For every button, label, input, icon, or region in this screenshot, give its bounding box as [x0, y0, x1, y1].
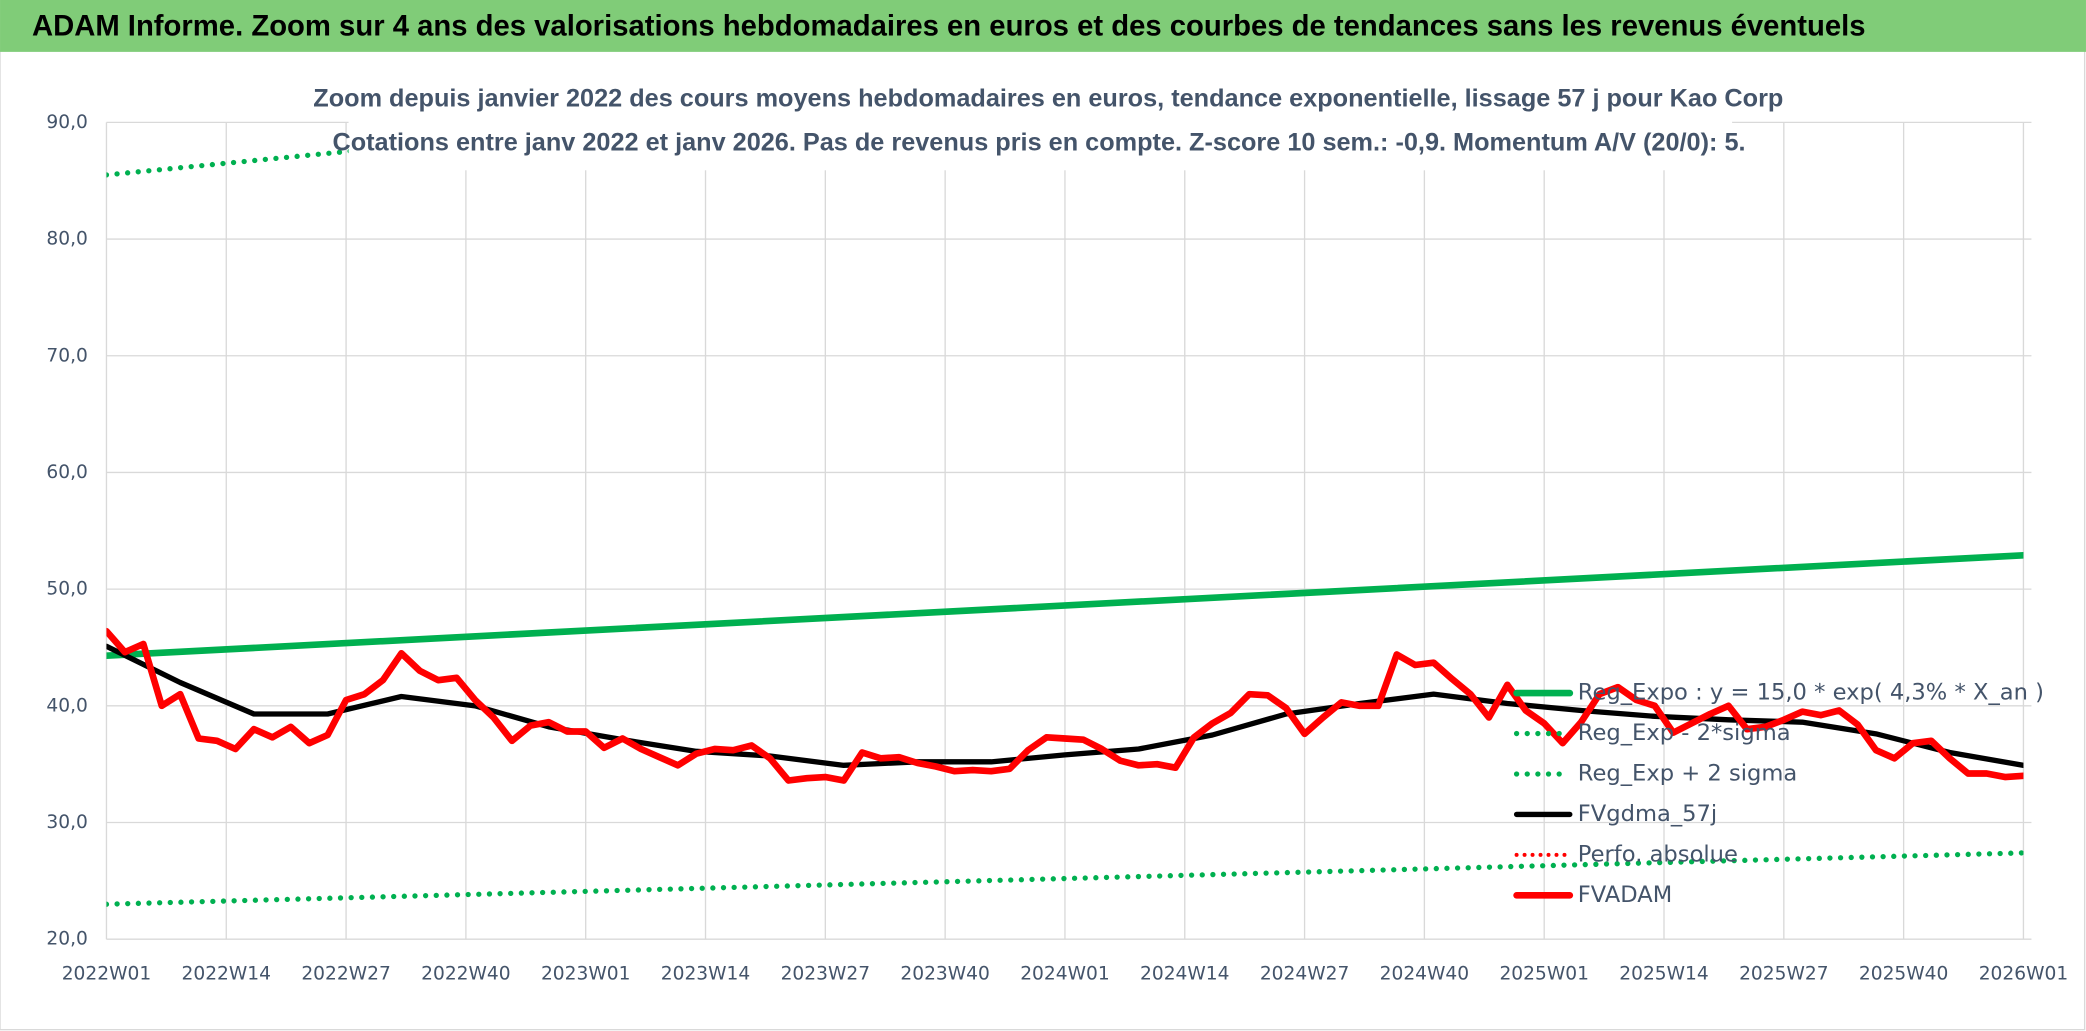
y-tick-label: 70,0 — [46, 345, 87, 366]
header-title: ADAM Informe. Zoom sur 4 ans des valoris… — [32, 11, 1866, 43]
x-tick-label: 2023W14 — [661, 963, 750, 984]
chart-subtitle: Cotations entre janv 2022 et janv 2026. … — [332, 128, 1745, 156]
x-tick-label: 2025W40 — [1859, 963, 1948, 984]
x-tick-label: 2025W27 — [1739, 963, 1828, 984]
legend-label: Perfo. absolue — [1578, 841, 1738, 867]
series-line — [106, 551, 2024, 659]
y-tick-label: 50,0 — [46, 579, 87, 600]
title-background — [348, 77, 1733, 171]
y-tick-label: 80,0 — [46, 229, 87, 250]
x-tick-label: 2022W14 — [182, 963, 271, 984]
x-tick-label: 2022W01 — [62, 963, 151, 984]
y-tick-label: 40,0 — [46, 695, 87, 716]
y-tick-label: 20,0 — [46, 929, 87, 950]
legend-label: FVADAM — [1578, 882, 1672, 908]
x-tick-label: 2024W01 — [1020, 963, 1109, 984]
y-tick-label: 60,0 — [46, 462, 87, 483]
x-tick-label: 2024W14 — [1140, 963, 1229, 984]
x-tick-label: 2025W14 — [1619, 963, 1708, 984]
legend-label: FVgdma_57j — [1578, 801, 1717, 827]
series-line — [106, 850, 2024, 907]
x-tick-label: 2023W01 — [541, 963, 630, 984]
legend-label: Reg_Exp + 2 sigma — [1578, 760, 1797, 786]
x-tick-label: 2025W01 — [1499, 963, 1588, 984]
x-tick-label: 2022W40 — [421, 963, 510, 984]
series-line — [106, 627, 2024, 784]
x-tick-label: 2023W27 — [781, 963, 870, 984]
x-tick-label: 2023W40 — [900, 963, 989, 984]
legend-label: Reg_Exp - 2*sigma — [1578, 720, 1791, 746]
x-tick-label: 2026W01 — [1979, 963, 2068, 984]
y-tick-label: 30,0 — [46, 812, 87, 833]
chart-title: Zoom depuis janvier 2022 des cours moyen… — [313, 84, 1783, 112]
legend-label: Reg_Expo : y = 15,0 * exp( 4,3% * X_an ) — [1578, 680, 2044, 706]
x-tick-label: 2022W27 — [301, 963, 390, 984]
header-bar — [0, 0, 2086, 52]
x-tick-label: 2024W27 — [1260, 963, 1349, 984]
x-tick-label: 2024W40 — [1380, 963, 1469, 984]
y-tick-label: 90,0 — [46, 112, 87, 133]
